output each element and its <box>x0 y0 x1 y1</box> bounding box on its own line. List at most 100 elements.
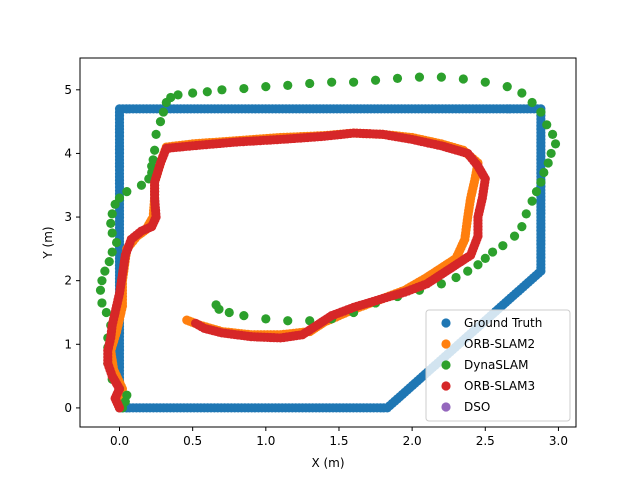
data-point <box>498 241 508 251</box>
y-tick-label: 0 <box>64 401 72 415</box>
data-point <box>114 193 125 203</box>
y-axis-label: Y (m) <box>41 226 55 259</box>
x-axis: 0.0 0.5 1.0 1.5 2.0 2.5 3.0 <box>110 427 568 448</box>
data-point <box>543 158 553 168</box>
legend-label: DSO <box>464 400 490 414</box>
data-point <box>122 187 132 197</box>
data-point <box>158 107 168 117</box>
data-point <box>436 72 446 82</box>
data-point <box>239 83 249 94</box>
legend: Ground Truth ORB-SLAM2 DynaSLAM ORB-SLAM3 DS… <box>425 309 571 422</box>
data-point <box>392 73 403 83</box>
legend-marker <box>441 318 451 328</box>
data-point <box>414 72 425 82</box>
data-point <box>136 180 147 190</box>
data-point <box>480 77 490 87</box>
data-point <box>182 315 192 325</box>
data-point <box>473 260 483 270</box>
data-point <box>107 228 117 238</box>
legend-marker <box>441 381 451 391</box>
data-point <box>100 266 110 276</box>
data-point <box>547 129 558 139</box>
data-point <box>542 120 552 130</box>
data-point <box>531 187 542 197</box>
data-point <box>517 88 527 98</box>
data-point <box>305 78 315 89</box>
legend-marker <box>441 402 451 412</box>
data-point <box>458 74 468 84</box>
y-tick-label: 3 <box>64 210 72 224</box>
data-point <box>95 285 106 295</box>
data-point <box>536 177 546 187</box>
legend-item: ORB-SLAM3 <box>441 379 535 393</box>
y-tick-label: 1 <box>64 337 72 351</box>
data-point <box>539 167 549 178</box>
data-point <box>480 253 490 264</box>
series-3 <box>103 128 490 413</box>
data-point <box>509 231 520 241</box>
data-point <box>151 129 161 139</box>
legend-item: DynaSLAM <box>441 358 528 372</box>
data-point <box>370 75 381 85</box>
x-tick-label: 0.5 <box>183 434 202 448</box>
y-tick-label: 5 <box>64 83 72 97</box>
data-point <box>261 82 271 92</box>
data-point <box>283 316 293 326</box>
data-point <box>436 279 446 289</box>
x-tick-label: 3.0 <box>549 434 568 448</box>
legend-item: ORB-SLAM2 <box>441 337 535 351</box>
data-point <box>155 117 166 127</box>
data-point <box>517 221 527 232</box>
data-point <box>111 237 122 248</box>
data-point <box>239 311 249 321</box>
data-point <box>488 247 498 257</box>
data-point <box>463 266 473 276</box>
y-tick-label: 4 <box>64 146 72 160</box>
data-point <box>502 82 512 92</box>
data-point <box>150 145 160 155</box>
data-point <box>148 155 158 165</box>
legend-label: ORB-SLAM2 <box>464 337 535 351</box>
data-point <box>188 88 198 98</box>
legend-label: ORB-SLAM3 <box>464 379 535 393</box>
data-point <box>173 90 183 100</box>
data-point <box>327 77 337 87</box>
axes-frame <box>79 57 577 428</box>
data-point <box>217 85 227 95</box>
data-point <box>104 256 114 267</box>
data-point <box>451 272 461 283</box>
data-point <box>261 314 271 324</box>
x-tick-label: 1.5 <box>329 434 348 448</box>
legend-label: Ground Truth <box>464 316 542 330</box>
data-point <box>546 148 556 159</box>
legend-box <box>425 309 571 422</box>
data-point <box>106 218 116 229</box>
data-point <box>283 80 293 90</box>
x-tick-label: 2.5 <box>476 434 495 448</box>
data-point <box>107 247 117 257</box>
data-point <box>202 87 212 97</box>
data-point <box>536 107 546 117</box>
data-point <box>122 390 132 400</box>
data-point <box>97 298 107 308</box>
data-point <box>190 318 201 328</box>
legend-label: DynaSLAM <box>464 358 528 372</box>
legend-marker <box>441 360 451 370</box>
y-tick-label: 2 <box>64 274 72 288</box>
data-point <box>211 300 221 310</box>
data-point <box>550 139 561 149</box>
y-axis: 0 1 2 3 4 5 <box>64 83 80 415</box>
data-point <box>107 209 117 219</box>
data-point <box>527 97 537 108</box>
data-point <box>521 209 531 219</box>
data-point <box>224 307 234 318</box>
legend-item: Ground Truth <box>441 316 542 330</box>
x-tick-label: 2.0 <box>403 434 422 448</box>
data-point <box>97 276 107 286</box>
legend-item: DSO <box>441 400 490 414</box>
x-axis-label: X (m) <box>311 456 344 470</box>
legend-marker <box>441 339 451 349</box>
data-point <box>527 196 537 206</box>
data-point <box>166 92 176 103</box>
